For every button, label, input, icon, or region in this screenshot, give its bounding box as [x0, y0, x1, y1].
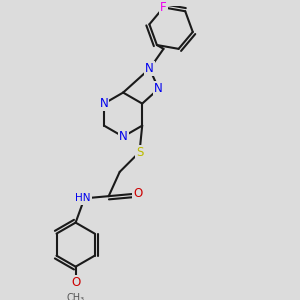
- Text: O: O: [71, 276, 80, 289]
- Text: F: F: [160, 1, 167, 14]
- Text: N: N: [145, 62, 154, 75]
- Text: HN: HN: [75, 194, 91, 203]
- Text: O: O: [133, 188, 142, 200]
- Text: S: S: [136, 146, 143, 159]
- Text: N: N: [154, 82, 163, 95]
- Text: CH₃: CH₃: [67, 292, 85, 300]
- Text: N: N: [100, 97, 108, 110]
- Text: N: N: [119, 130, 128, 143]
